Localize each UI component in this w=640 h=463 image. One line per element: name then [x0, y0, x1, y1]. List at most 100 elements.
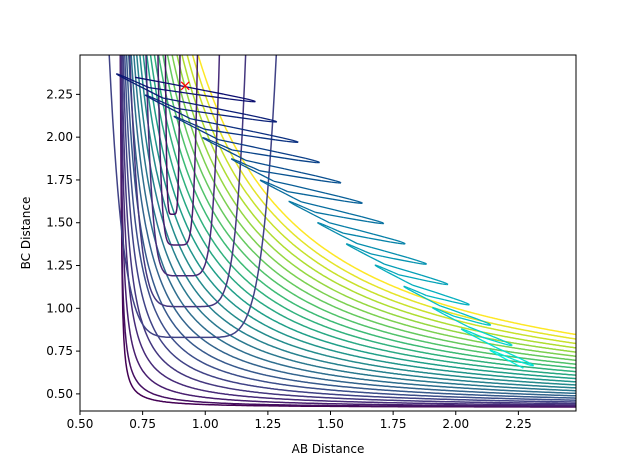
trajectory-segment [476, 334, 483, 338]
trajectory-segment [367, 220, 376, 224]
trajectory-segment [169, 104, 177, 109]
contour-lines [108, 55, 576, 408]
trajectory-segment [500, 342, 506, 345]
trajectory-segment [329, 214, 344, 219]
trajectory-segment [432, 307, 436, 311]
x-tick-label: 1.75 [380, 417, 407, 431]
trajectory-segment [233, 158, 238, 162]
trajectory-segment [318, 222, 322, 226]
trajectory-segment [300, 207, 308, 212]
trajectory-segment [436, 308, 441, 311]
trajectory-segment [197, 110, 219, 116]
contour-level [166, 55, 576, 362]
trajectory-segment [439, 309, 445, 313]
contour-level [186, 55, 576, 345]
trajectory-segment [282, 137, 293, 141]
trajectory-segment [221, 147, 230, 153]
trajectory-segment [250, 168, 258, 174]
trajectory-segment [321, 218, 330, 224]
trajectory-segment [134, 76, 161, 83]
x-tick-label: 1.50 [317, 417, 344, 431]
trajectory-segment [344, 226, 360, 232]
trajectory-segment [376, 264, 380, 268]
trajectory-segment [381, 268, 387, 273]
trajectory-segment [448, 316, 455, 321]
trajectory-segment [264, 120, 273, 123]
trajectory-segment [335, 180, 341, 183]
trajectory-segment [490, 350, 494, 353]
trajectory-segment [508, 342, 512, 346]
marker-stroke [180, 81, 190, 91]
trajectory-segment [115, 73, 118, 76]
trajectory-segment [461, 329, 465, 332]
trajectory-segment [467, 332, 473, 336]
trajectory-segment [273, 180, 293, 186]
trajectory-segment [230, 158, 233, 161]
trajectory-segment [232, 149, 251, 154]
trajectory-segment [426, 294, 436, 299]
trajectory-segment [510, 353, 518, 358]
contour-level [119, 55, 576, 407]
trajectory-segment [499, 355, 506, 360]
trajectory-segment [184, 120, 192, 124]
trajectory-segment [459, 312, 470, 317]
trajectory-segment [237, 160, 243, 164]
trajectory-segment [476, 329, 486, 335]
trajectory-segment [292, 139, 298, 143]
trajectory-segment [335, 231, 343, 237]
trajectory-segment [434, 291, 446, 297]
trajectory-segment [426, 298, 434, 303]
trajectory-segment [413, 261, 421, 265]
valley-contour [157, 55, 199, 246]
trajectory-segment [409, 271, 422, 276]
valley-contour [129, 55, 247, 308]
trajectory-segment [432, 301, 441, 307]
trajectory-segment [260, 137, 276, 141]
trajectory-segment [277, 151, 293, 157]
y-tick-label: 1.25 [46, 259, 73, 273]
trajectory-segment [398, 274, 410, 278]
contour-level [171, 55, 576, 358]
trajectory-segment [242, 99, 252, 103]
trajectory-segment [359, 248, 366, 253]
contour-level [130, 55, 576, 395]
contour-level [124, 55, 576, 401]
trajectory-segment [397, 242, 403, 245]
trajectory-segment [257, 172, 266, 178]
trajectory-segment [162, 97, 187, 104]
trajectory-segment [530, 363, 534, 366]
trajectory-segment [158, 101, 166, 107]
trajectory-segment [246, 113, 261, 119]
trajectory-segment [291, 202, 297, 207]
trajectory-segment [374, 264, 377, 267]
trajectory-segment [322, 223, 328, 227]
y-tick-label: 2.00 [46, 130, 73, 144]
trajectory-segment [119, 75, 125, 79]
trajectory-segment [270, 119, 277, 123]
trajectory-segment [415, 290, 422, 294]
trajectory-segment [435, 309, 440, 313]
trajectory-segment [180, 118, 186, 122]
trajectory-segment [223, 93, 239, 98]
trajectory-segment [116, 73, 121, 77]
trajectory-segment [522, 359, 528, 363]
trajectory-segment [420, 292, 427, 297]
trajectory-segment [203, 137, 207, 141]
trajectory-segment [236, 116, 253, 121]
trajectory-segment [345, 243, 348, 246]
trajectory-segment [493, 350, 498, 354]
trajectory-segment [382, 255, 395, 260]
trajectory-segment [504, 355, 510, 359]
trajectory-segment [243, 165, 251, 170]
trajectory-segment [229, 98, 243, 102]
trajectory-segment [438, 279, 445, 284]
trajectory-segment [152, 98, 159, 104]
trajectory-segment [217, 113, 237, 118]
trajectory-segment [208, 139, 214, 143]
trajectory-segment [209, 134, 219, 141]
trajectory-segment [364, 250, 372, 255]
trajectory-segment [363, 252, 371, 258]
valley-contour [145, 55, 221, 277]
trajectory-segment [488, 343, 496, 348]
